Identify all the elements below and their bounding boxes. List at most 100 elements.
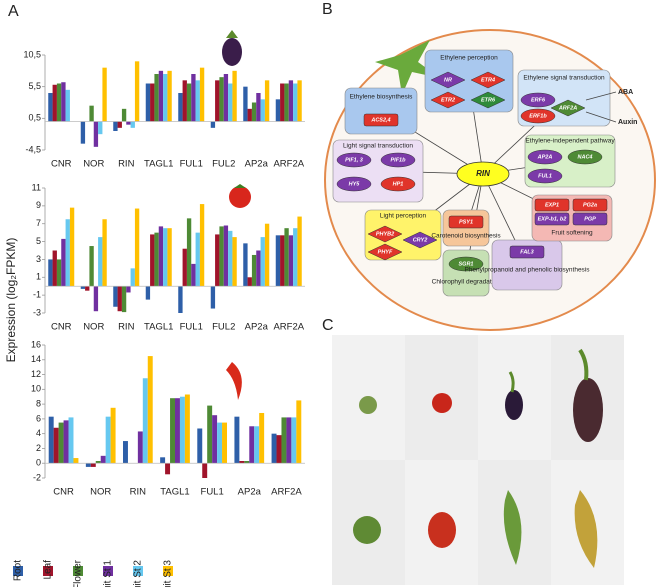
gene-label: HP1 xyxy=(393,181,404,187)
bar xyxy=(222,422,227,464)
gene-shape xyxy=(572,198,608,212)
gene-shape xyxy=(430,91,466,109)
bar xyxy=(102,219,107,287)
bar xyxy=(228,83,233,122)
bar xyxy=(244,461,250,464)
y-tick-label: -2 xyxy=(33,472,41,482)
gene-label: PHYB2 xyxy=(376,231,394,237)
bar xyxy=(271,433,277,464)
gene-label: FUL1 xyxy=(538,173,552,179)
bar xyxy=(288,80,294,122)
bar xyxy=(223,225,229,287)
tomato-icon xyxy=(229,184,251,208)
bar xyxy=(80,286,86,289)
y-tick-label: 8 xyxy=(36,398,41,408)
bar xyxy=(228,230,233,287)
gene-shape xyxy=(363,113,399,127)
bar xyxy=(100,455,106,464)
bar xyxy=(158,70,164,122)
gene-shape xyxy=(380,176,416,192)
x-tick-label: AP2a xyxy=(238,487,262,498)
bar xyxy=(293,228,298,287)
bar xyxy=(154,232,159,287)
bar xyxy=(56,259,62,287)
bar xyxy=(191,263,196,287)
connector xyxy=(585,111,617,123)
module-title: Light signal transduction xyxy=(343,143,413,150)
legend-swatch xyxy=(163,566,173,576)
bar xyxy=(191,74,196,122)
bar xyxy=(130,121,135,128)
photo-grid xyxy=(332,335,624,585)
bar xyxy=(243,243,248,287)
bar xyxy=(234,416,240,464)
gene-label: ARF2A xyxy=(558,105,577,111)
y-tick-label: 5 xyxy=(36,236,41,246)
bar xyxy=(137,431,143,464)
bar xyxy=(145,83,151,122)
bar xyxy=(150,234,155,287)
module-box xyxy=(491,239,563,291)
legend-label: Root xyxy=(13,560,24,581)
bar xyxy=(179,396,185,464)
y-tick-label: 10,5 xyxy=(23,49,41,59)
bar xyxy=(275,99,281,122)
gene-shape xyxy=(567,149,603,165)
bar xyxy=(195,232,200,287)
bar xyxy=(215,234,220,287)
x-tick-label: NOR xyxy=(83,322,104,333)
bar xyxy=(154,74,159,122)
bar xyxy=(297,80,302,122)
gene-label: PGP xyxy=(584,216,596,222)
module-box xyxy=(344,87,418,135)
bar xyxy=(275,235,281,287)
gene-shape xyxy=(470,91,506,109)
x-tick-label: RIN xyxy=(118,159,135,170)
bar xyxy=(223,74,229,122)
bar xyxy=(134,208,140,287)
gene-shape xyxy=(550,99,586,117)
y-tick-label: 10 xyxy=(31,384,41,394)
bar xyxy=(264,223,270,287)
bar xyxy=(281,417,287,464)
bar xyxy=(98,237,103,287)
x-tick-label: NOR xyxy=(83,159,104,170)
bar xyxy=(93,121,99,147)
gene-label: PIF1, 3 xyxy=(345,157,363,163)
bar xyxy=(89,246,94,287)
gene-label: PG2a xyxy=(583,202,597,208)
y-tick-label: 16 xyxy=(31,339,41,349)
bar xyxy=(251,102,257,122)
bar xyxy=(217,422,223,464)
x-tick-label: RIN xyxy=(130,487,147,498)
bar xyxy=(121,108,127,122)
bar xyxy=(182,80,187,122)
gene-label: EXP-b1, b2 xyxy=(538,216,567,222)
gene-shape xyxy=(527,149,563,165)
y-tick-label: 0,5 xyxy=(28,113,41,123)
bar xyxy=(293,83,298,122)
x-tick-label: FUL1 xyxy=(201,487,224,498)
bar xyxy=(113,121,118,131)
bar xyxy=(65,219,70,287)
gene-label: ETR6 xyxy=(481,97,496,103)
bar xyxy=(167,70,172,122)
legend-label: Fruit St 1 xyxy=(103,560,114,587)
center-label: RIN xyxy=(476,169,490,178)
bar xyxy=(280,83,285,122)
gene-label: ERF1b xyxy=(529,113,547,119)
module-title: Ethylene signal transduction xyxy=(523,75,605,82)
bar xyxy=(210,121,216,128)
bar xyxy=(105,416,111,464)
bar xyxy=(260,99,265,122)
gene-label: FAL3 xyxy=(520,249,533,255)
panel-label: C xyxy=(322,317,334,334)
x-tick-label: FUL2 xyxy=(212,159,235,170)
bar xyxy=(232,70,237,122)
bar xyxy=(65,89,70,122)
gene-label: PHYF xyxy=(378,249,393,255)
bar xyxy=(249,426,255,464)
bar xyxy=(284,83,289,122)
gene-label: PIF1b xyxy=(391,157,407,163)
bar xyxy=(170,398,175,464)
